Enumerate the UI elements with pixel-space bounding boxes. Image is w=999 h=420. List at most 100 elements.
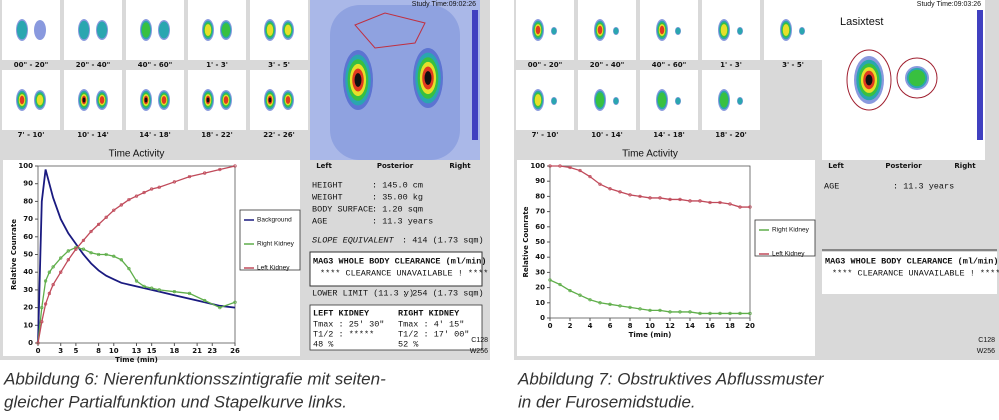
series-line bbox=[549, 279, 750, 315]
clearance-title: MAG3 WHOLE BODY CLEARANCE (ml/min) bbox=[313, 256, 486, 266]
legend-label: Right Kidney bbox=[772, 227, 810, 234]
series-marker bbox=[748, 205, 752, 209]
legend-label: Left Kidney bbox=[257, 265, 290, 272]
scan-thumbnail bbox=[578, 70, 636, 130]
scan-thumbnail bbox=[64, 0, 122, 60]
kidney-uptake bbox=[16, 20, 28, 40]
series-marker bbox=[142, 190, 146, 195]
kidney-uptake bbox=[908, 69, 926, 87]
series-marker bbox=[728, 311, 732, 316]
legend-box bbox=[754, 219, 816, 257]
kidney-uptake bbox=[534, 94, 542, 106]
series-marker bbox=[40, 305, 44, 310]
series-marker bbox=[43, 302, 48, 306]
y-tick-label: 10 bbox=[535, 299, 545, 307]
kidney-uptake bbox=[424, 71, 432, 85]
series-line bbox=[550, 165, 750, 208]
kidney-uptake bbox=[221, 23, 231, 37]
series-marker bbox=[51, 282, 55, 287]
table-cell: Tmax : 25' 30" bbox=[313, 319, 384, 329]
series-marker bbox=[127, 197, 131, 202]
x-tick-label: 16 bbox=[705, 322, 715, 330]
clearance-message: **** CLEARANCE UNAVAILABLE ! **** bbox=[832, 268, 999, 278]
kidney-uptake bbox=[597, 25, 603, 35]
series-marker bbox=[718, 311, 722, 316]
x-tick-label: 6 bbox=[608, 322, 613, 330]
x-tick-label: 8 bbox=[628, 322, 633, 330]
series-marker bbox=[668, 197, 672, 202]
kidney-uptake bbox=[223, 96, 229, 104]
series-marker bbox=[134, 194, 139, 198]
series-marker bbox=[134, 279, 139, 283]
kidney-uptake bbox=[535, 25, 541, 35]
series-marker bbox=[738, 311, 742, 316]
series-marker bbox=[638, 194, 642, 199]
scan-thumbnail bbox=[764, 0, 822, 60]
series-marker bbox=[678, 310, 682, 314]
caption-line: gleicher Partialfunktion und Stapelkurve… bbox=[4, 392, 347, 411]
x-tick-label: 15 bbox=[147, 347, 157, 355]
x-tick-label: 18 bbox=[725, 322, 735, 330]
image-setting: C128 bbox=[471, 337, 488, 344]
orientation-label: Posterior bbox=[885, 162, 922, 170]
info-label: AGE bbox=[824, 181, 839, 191]
thumbnail-label: 22' - 26' bbox=[263, 131, 295, 139]
scan-thumbnail bbox=[640, 0, 698, 60]
roi bbox=[846, 49, 892, 111]
kidney-uptake bbox=[613, 27, 619, 35]
info-value: : 1.20 sqm bbox=[372, 204, 423, 214]
table-header: LEFT KIDNEY bbox=[313, 308, 370, 318]
series-marker bbox=[96, 252, 101, 257]
kidney-uptake bbox=[36, 94, 44, 106]
y-tick-label: 50 bbox=[535, 238, 545, 246]
series-marker bbox=[51, 265, 55, 269]
y-tick-label: 0 bbox=[540, 314, 545, 322]
series-marker bbox=[150, 187, 154, 191]
series-marker bbox=[568, 165, 572, 170]
info-label: AGE bbox=[312, 216, 327, 226]
x-tick-label: 8 bbox=[96, 347, 101, 355]
kidney-table bbox=[309, 304, 483, 351]
series-marker bbox=[47, 270, 52, 274]
y-tick-label: 80 bbox=[535, 192, 545, 200]
series-marker bbox=[598, 301, 602, 305]
series-marker bbox=[112, 208, 116, 212]
roi bbox=[896, 57, 938, 99]
series-marker bbox=[748, 311, 752, 316]
series-marker bbox=[104, 252, 108, 257]
kidney-uptake bbox=[551, 27, 557, 35]
y-tick-label: 60 bbox=[23, 233, 33, 241]
orientation-label: Right bbox=[954, 162, 976, 170]
series-marker bbox=[119, 203, 123, 207]
x-axis-label: Time (min) bbox=[629, 331, 672, 339]
series-marker bbox=[203, 171, 207, 175]
slope-value: : 414 (1.73 sqm) bbox=[402, 235, 484, 245]
series-marker bbox=[588, 298, 592, 302]
series-marker bbox=[618, 304, 622, 308]
series-marker bbox=[568, 288, 572, 293]
thumbnail-label: 00" - 20" bbox=[528, 61, 563, 69]
y-tick-label: 40 bbox=[535, 253, 545, 261]
y-tick-label: 100 bbox=[530, 162, 545, 170]
series-marker bbox=[112, 254, 116, 258]
clearance-box bbox=[309, 251, 483, 287]
series-marker bbox=[36, 341, 40, 345]
y-tick-label: 20 bbox=[23, 304, 33, 312]
legend-label: Background bbox=[257, 217, 292, 224]
thumbnail-label: 7' - 10' bbox=[18, 131, 45, 139]
y-tick-label: 30 bbox=[535, 268, 545, 276]
orientation-label: Left bbox=[828, 162, 844, 170]
caption-line: Abbildung 6: Nierenfunktionsszintigrafie… bbox=[3, 369, 386, 388]
scan-thumbnail bbox=[250, 0, 308, 60]
orientation-label: Posterior bbox=[377, 162, 414, 170]
kidney-uptake bbox=[799, 27, 805, 35]
scan-thumbnail bbox=[250, 70, 308, 130]
kidney-uptake bbox=[204, 24, 212, 36]
y-tick-label: 0 bbox=[28, 339, 33, 347]
y-tick-label: 100 bbox=[18, 162, 33, 170]
kidney-uptake bbox=[78, 20, 90, 40]
x-tick-label: 13 bbox=[132, 347, 142, 355]
x-tick-label: 23 bbox=[207, 347, 217, 355]
slope-label: SLOPE EQUIVALENT bbox=[312, 235, 395, 245]
kidney-uptake bbox=[161, 96, 167, 104]
